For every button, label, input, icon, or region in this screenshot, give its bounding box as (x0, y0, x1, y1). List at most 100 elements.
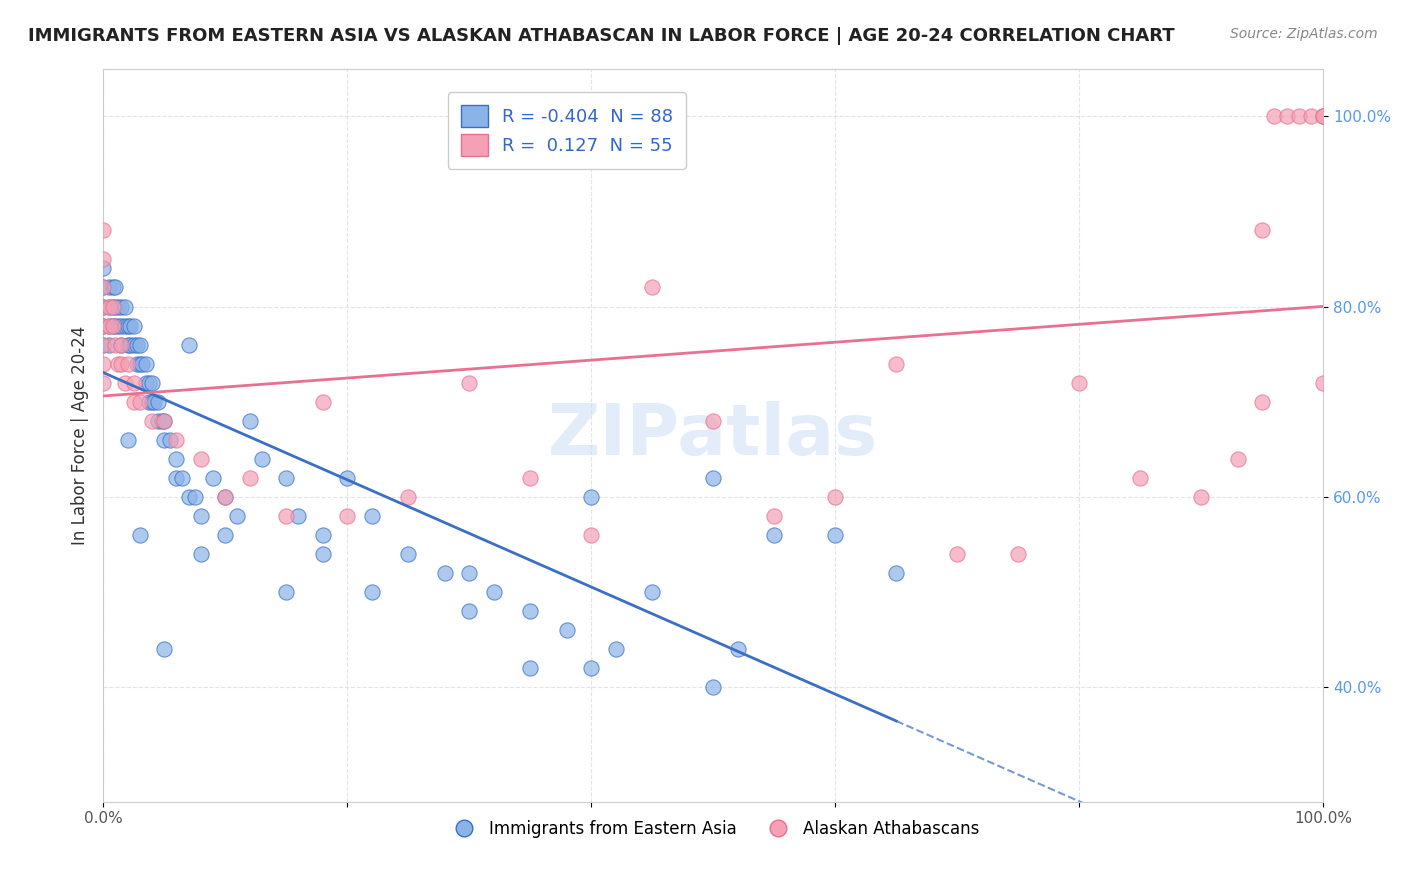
Point (727, 642, 749, 657)
Point (128, 357, 150, 371)
Point (579, 661, 602, 675)
Point (214, 490, 236, 504)
Point (104, 300, 127, 314)
Point (117, 357, 139, 371)
Point (101, 318, 124, 333)
Point (190, 451, 212, 466)
Point (172, 471, 194, 485)
Point (1312, 109, 1334, 123)
Point (605, 642, 627, 657)
Point (122, 394, 145, 409)
Point (312, 528, 335, 542)
Point (250, 451, 273, 466)
Point (91, 357, 114, 371)
Y-axis label: In Labor Force | Age 20-24: In Labor Force | Age 20-24 (72, 326, 89, 545)
Point (107, 357, 129, 371)
Point (396, 490, 419, 504)
Point (579, 528, 602, 542)
Point (884, 357, 907, 371)
Point (1189, 490, 1212, 504)
Point (1275, 109, 1298, 123)
Point (482, 585, 505, 599)
Point (238, 471, 260, 485)
Point (135, 357, 157, 371)
Point (1263, 109, 1285, 123)
Point (165, 451, 187, 466)
Point (138, 376, 160, 390)
Point (110, 318, 132, 333)
Point (946, 547, 969, 561)
Point (138, 394, 160, 409)
Point (128, 528, 150, 542)
Point (177, 490, 200, 504)
Point (141, 394, 163, 409)
Point (1251, 394, 1274, 409)
Point (143, 394, 166, 409)
Point (114, 376, 136, 390)
Point (118, 318, 141, 333)
Point (91, 261, 114, 276)
Point (128, 394, 150, 409)
Point (114, 318, 136, 333)
Point (336, 508, 359, 523)
Point (763, 508, 786, 523)
Point (458, 376, 481, 390)
Point (519, 661, 541, 675)
Point (153, 642, 176, 657)
Point (114, 300, 136, 314)
Point (118, 337, 141, 351)
Point (107, 300, 129, 314)
Point (177, 337, 200, 351)
Point (641, 280, 664, 294)
Point (702, 681, 724, 695)
Point (146, 394, 169, 409)
Point (458, 604, 481, 618)
Point (91, 318, 114, 333)
Point (312, 547, 335, 561)
Point (276, 471, 298, 485)
Point (91, 376, 114, 390)
Point (1007, 547, 1029, 561)
Point (519, 471, 541, 485)
Point (127, 357, 149, 371)
Point (214, 528, 236, 542)
Point (110, 300, 132, 314)
Legend: Immigrants from Eastern Asia, Alaskan Athabascans: Immigrants from Eastern Asia, Alaskan At… (440, 814, 986, 845)
Point (190, 547, 212, 561)
Point (122, 376, 145, 390)
Point (117, 337, 139, 351)
Point (312, 394, 335, 409)
Point (183, 490, 205, 504)
Point (98, 318, 121, 333)
Point (336, 471, 359, 485)
Point (117, 433, 139, 447)
Point (433, 566, 456, 580)
Point (238, 414, 260, 428)
Point (579, 490, 602, 504)
Point (110, 337, 132, 351)
Point (98, 337, 121, 351)
Point (91, 300, 114, 314)
Point (135, 376, 157, 390)
Point (702, 471, 724, 485)
Point (458, 566, 481, 580)
Point (519, 604, 541, 618)
Point (153, 414, 176, 428)
Point (884, 566, 907, 580)
Point (150, 414, 173, 428)
Point (287, 508, 309, 523)
Point (214, 490, 236, 504)
Point (396, 547, 419, 561)
Point (360, 508, 382, 523)
Point (1129, 471, 1152, 485)
Point (146, 414, 169, 428)
Point (153, 433, 176, 447)
Point (110, 337, 132, 351)
Point (1312, 376, 1334, 390)
Point (763, 528, 786, 542)
Point (122, 318, 145, 333)
Point (1069, 376, 1091, 390)
Point (110, 357, 132, 371)
Point (122, 337, 145, 351)
Point (159, 433, 181, 447)
